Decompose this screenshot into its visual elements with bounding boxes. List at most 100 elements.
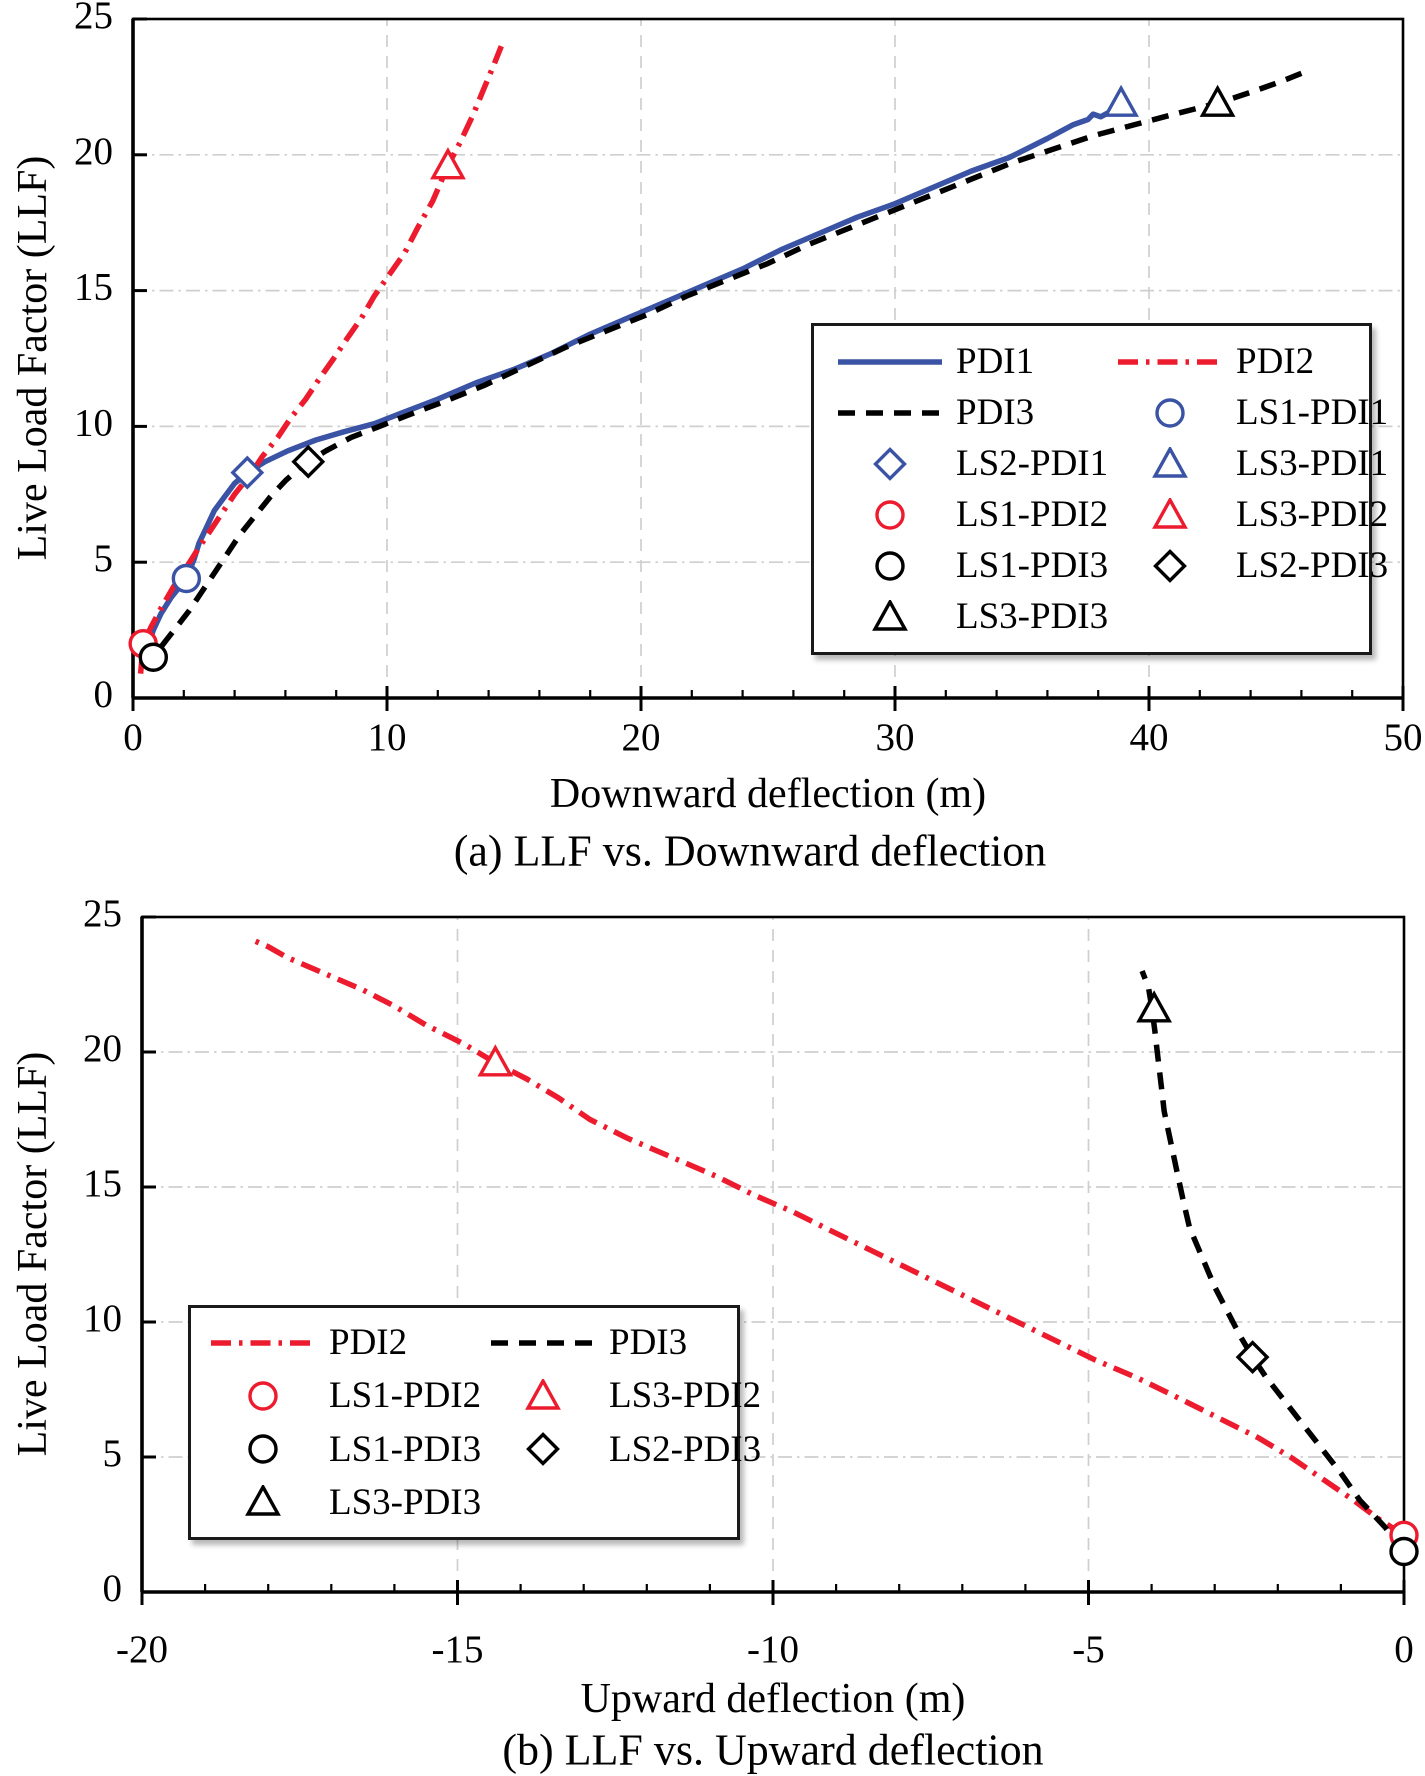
chart-b: -20 -15 -10 -5 0 0 5 10 15 20 25 — [83, 892, 1419, 1671]
legend-sample — [834, 396, 946, 430]
legend-sample — [487, 1378, 599, 1413]
legend-circle-glyph — [875, 499, 905, 530]
legend-circle-glyph — [875, 550, 905, 581]
series-b-PDI2 — [254, 938, 1406, 1538]
caption-a: (a) LLF vs. Downward deflection — [453, 826, 1047, 876]
legend-sample — [207, 1432, 319, 1466]
legend-entry-LS3-PDI3: LS3-PDI3 — [207, 1481, 487, 1524]
legend-row: LS1-PDI3 LS2-PDI3 — [207, 1428, 761, 1471]
legend-sample — [834, 498, 946, 532]
legend-circle-marker-icon — [1155, 397, 1185, 428]
x-axis-label-a: Downward deflection (m) — [549, 771, 987, 817]
legend-triangle-glyph — [1152, 446, 1188, 478]
legend-label: PDI2 — [329, 1322, 408, 1364]
series-a-PDI1 — [142, 100, 1124, 669]
legend-sample — [1114, 345, 1226, 379]
marker-a-LS2-PDI1 — [230, 455, 265, 490]
legend-entry-PDI1: PDI1 — [834, 340, 1114, 383]
legend-label: LS1-PDI1 — [1236, 392, 1389, 433]
x-tick-label-a-20: 20 — [622, 716, 661, 759]
marker-b-LS1-PDI3 — [1389, 1536, 1419, 1567]
legend-diamond-glyph — [526, 1432, 560, 1467]
legend-label: PDI3 — [956, 392, 1035, 433]
legend-label: LS1-PDI2 — [956, 494, 1109, 535]
legend-entry-LS1-PDI2: LS1-PDI2 — [834, 493, 1114, 536]
legend-entry-LS1-PDI1: LS1-PDI1 — [1114, 391, 1388, 434]
legend-sample — [834, 549, 946, 583]
legend-row: PDI3 LS1-PDI1 — [834, 391, 1388, 434]
legend-entry-LS3-PDI3: LS3-PDI3 — [834, 595, 1114, 638]
legend-sample — [834, 345, 946, 379]
legend-sample — [487, 1432, 599, 1467]
legend-line-sample-PDI1-icon — [838, 358, 942, 365]
x-tick-label-b-0: 0 — [1394, 1628, 1414, 1671]
legend-sample — [1114, 446, 1226, 481]
y-tick-label-a-25: 25 — [74, 0, 113, 37]
marker-b-LS3-PDI3 — [1136, 990, 1173, 1023]
legend-circle-glyph — [1155, 397, 1185, 428]
legend-entry-LS2-PDI3: LS2-PDI3 — [487, 1428, 761, 1471]
series-b-PDI3 — [1139, 970, 1407, 1554]
legend-entry-LS3-PDI2: LS3-PDI2 — [1114, 493, 1388, 536]
y-tick-label-a-20: 20 — [74, 130, 113, 173]
x-tick-label-a-40: 40 — [1130, 716, 1169, 759]
legend-label: LS2-PDI3 — [1236, 545, 1389, 586]
legend-label: PDI3 — [609, 1322, 688, 1364]
legend-sample — [834, 599, 946, 634]
legend-row: LS1-PDI2 LS3-PDI2 — [207, 1374, 761, 1417]
x-tick-label-b--20: -20 — [116, 1628, 168, 1671]
legend-sample — [487, 1326, 599, 1360]
legend-sample — [207, 1485, 319, 1519]
y-tick-label-a-10: 10 — [74, 401, 113, 444]
legend-triangle-glyph — [872, 599, 908, 631]
legend-row: LS1-PDI3 LS2-PDI3 — [834, 544, 1388, 587]
legend-row: LS2-PDI1 LS3-PDI1 — [834, 442, 1388, 485]
legend-label: LS1-PDI2 — [329, 1375, 482, 1417]
legend-label: LS3-PDI3 — [956, 596, 1109, 637]
marker-b-LS2-PDI3 — [1235, 1340, 1270, 1375]
legend-triangle-marker-icon — [872, 599, 908, 631]
x-tick-label-a-50: 50 — [1384, 716, 1423, 759]
legend-triangle-glyph — [245, 1485, 281, 1517]
marker-a-LS3-PDI3 — [1199, 84, 1236, 117]
legend-circle-glyph — [248, 1381, 278, 1411]
y-axis-label-b: Live Load Factor (LLF) — [10, 1051, 56, 1457]
x-tick-label-a-10: 10 — [368, 716, 407, 759]
legend-triangle-marker-icon — [245, 1485, 281, 1517]
legend-circle-marker-icon — [875, 550, 905, 581]
legend-entry-LS2-PDI3: LS2-PDI3 — [1114, 544, 1388, 587]
y-tick-label-b-15: 15 — [83, 1162, 122, 1205]
legend-label: LS1-PDI3 — [329, 1428, 482, 1470]
legend-row: LS3-PDI3 — [207, 1481, 737, 1524]
legend-entry-PDI3: PDI3 — [487, 1321, 737, 1364]
legend-sample — [1114, 396, 1226, 430]
legend-diamond-glyph — [873, 446, 907, 481]
legend-line-sample-PDI2-icon — [211, 1339, 315, 1346]
legend-line-sample-PDI3-icon — [491, 1339, 595, 1346]
legend-row: PDI1 PDI2 — [834, 340, 1369, 383]
legend-row: LS3-PDI3 — [834, 595, 1369, 638]
marker-a-LS2-PDI3 — [291, 444, 326, 479]
x-tick-label-b--15: -15 — [432, 1628, 484, 1671]
legend-triangle-marker-icon — [1152, 446, 1188, 478]
legend-triangle-marker-icon — [1152, 497, 1188, 529]
legend-label: PDI2 — [1236, 341, 1315, 382]
caption-b: (b) LLF vs. Upward deflection — [502, 1725, 1044, 1775]
legend-label: LS3-PDI1 — [1236, 443, 1389, 484]
legend-line-sample-PDI3-icon — [838, 409, 942, 416]
legend-label: LS2-PDI1 — [956, 443, 1109, 484]
y-tick-label-a-15: 15 — [74, 266, 113, 309]
legend-diamond-marker-icon — [873, 446, 907, 481]
legend-diamond-glyph — [1153, 548, 1187, 583]
legend-label: LS3-PDI2 — [1236, 494, 1389, 535]
y-tick-label-b-0: 0 — [103, 1567, 123, 1610]
legend-b: PDI2 PDI3 LS1-PDI2 LS3-PDI2 LS1-PDI3 LS2-PDI3… — [188, 1305, 761, 1540]
y-tick-label-b-5: 5 — [103, 1432, 123, 1475]
legend-sample — [207, 1379, 319, 1413]
legend-sample — [1114, 548, 1226, 583]
y-tick-label-b-20: 20 — [83, 1027, 122, 1070]
legend-circle-marker-icon — [875, 499, 905, 530]
legend-line-sample-PDI2-icon — [1118, 358, 1222, 365]
legend-triangle-glyph — [1152, 497, 1188, 529]
x-tick-label-a-0: 0 — [123, 716, 143, 759]
